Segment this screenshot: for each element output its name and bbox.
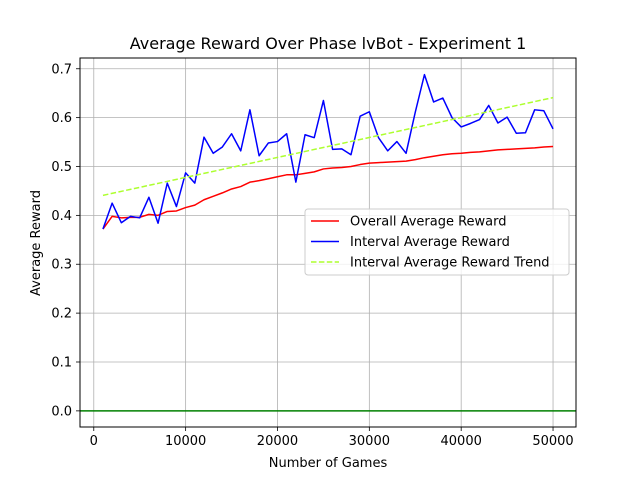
legend-item-overall-label: Overall Average Reward [350, 215, 507, 230]
x-axis-label: Number of Games [269, 456, 388, 471]
interval-average-reward-line [102, 73, 554, 230]
y-tick-label: 0.4 [51, 209, 72, 224]
series-layer [102, 73, 554, 230]
x-tick-label: 30000 [349, 434, 390, 449]
y-tick-label: 0.5 [51, 160, 72, 175]
legend: Overall Average Reward Interval Average R… [304, 208, 570, 276]
legend-item-trend-label: Interval Average Reward Trend [350, 256, 550, 271]
legend-box [304, 208, 570, 276]
x-axis: 0 10000 20000 30000 40000 50000 [90, 427, 574, 449]
y-tick-label: 0.7 [51, 62, 72, 77]
y-tick-label: 0.0 [51, 404, 72, 419]
y-axis: 0.0 0.1 0.2 0.3 0.4 0.5 0.6 0.7 [51, 62, 80, 419]
overall-average-reward-line [102, 145, 554, 230]
y-axis-label: Average Reward [29, 190, 44, 296]
x-tick-label: 10000 [165, 434, 206, 449]
x-tick-label: 20000 [257, 434, 298, 449]
y-tick-label: 0.1 [51, 355, 72, 370]
x-tick-label: 0 [90, 434, 98, 449]
legend-item-interval-label: Interval Average Reward [350, 235, 510, 250]
x-tick-label: 50000 [532, 434, 573, 449]
y-tick-label: 0.2 [51, 307, 72, 322]
y-tick-label: 0.3 [51, 258, 72, 273]
y-tick-label: 0.6 [51, 111, 72, 126]
interval-average-reward-trend-line [102, 96, 554, 197]
chart-title: Average Reward Over Phase lvBot - Experi… [130, 34, 527, 53]
plot-frame [79, 57, 577, 428]
x-tick-label: 40000 [441, 434, 482, 449]
